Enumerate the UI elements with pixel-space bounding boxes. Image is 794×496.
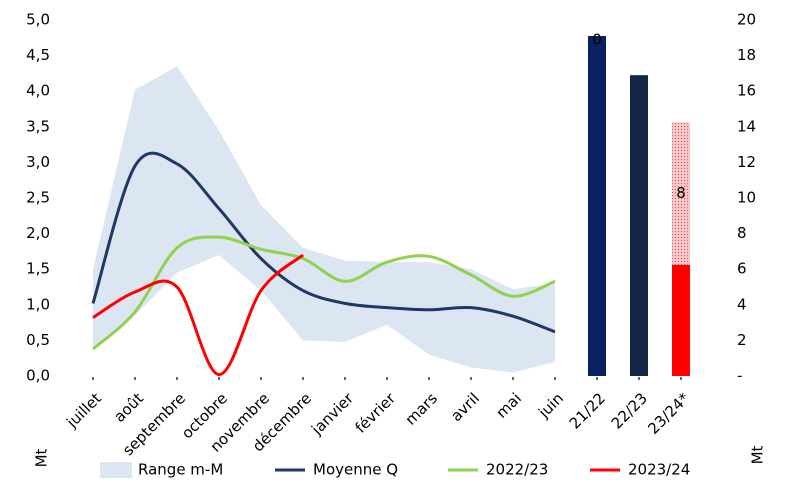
legend-label: Moyenne Q [313, 461, 398, 479]
legend-swatch [100, 462, 132, 478]
bar-value-label: 0 [592, 31, 602, 49]
y-tick-label: 0,5 [26, 331, 50, 349]
bar [630, 75, 648, 377]
y2-tick-label: 4 [737, 295, 747, 313]
bar [588, 36, 606, 377]
y-tick-label: 3,0 [26, 153, 50, 171]
y-tick-label: 2,0 [26, 224, 50, 242]
y-tick-label: 1,0 [26, 295, 50, 313]
line-series [91, 151, 556, 334]
legend-label: 2023/24 [628, 461, 690, 479]
y-axis-title: Mt [33, 448, 51, 467]
legend-label: Range m-M [138, 461, 223, 479]
bar [672, 122, 690, 265]
y2-tick-label: 6 [737, 260, 747, 278]
y2-tick-label: 16 [737, 82, 756, 100]
y-tick-label: 4,5 [26, 46, 50, 64]
y2-tick-label: 18 [737, 46, 756, 64]
y-tick-label: 0,0 [26, 367, 50, 385]
y2-tick-label: - [737, 367, 742, 385]
legend-label: 2022/23 [486, 461, 548, 479]
y-tick-label: 5,0 [26, 11, 50, 29]
y2-axis-title: Mt [749, 445, 767, 464]
y-tick-label: 2,5 [26, 189, 50, 207]
y2-tick-label: 14 [737, 117, 756, 135]
line-series [92, 235, 556, 351]
bar-value-label: 8 [676, 184, 686, 202]
bar [672, 264, 690, 376]
y-tick-label: 3,5 [26, 117, 50, 135]
range-area [93, 66, 555, 373]
y2-tick-label: 10 [737, 189, 756, 207]
y2-tick-label: 8 [737, 224, 747, 242]
line-series [92, 253, 304, 377]
y2-tick-label: 12 [737, 153, 756, 171]
y2-tick-label: 20 [737, 11, 756, 29]
y-tick-label: 1,5 [26, 260, 50, 278]
y2-tick-label: 2 [737, 331, 747, 349]
y-tick-label: 4,0 [26, 82, 50, 100]
